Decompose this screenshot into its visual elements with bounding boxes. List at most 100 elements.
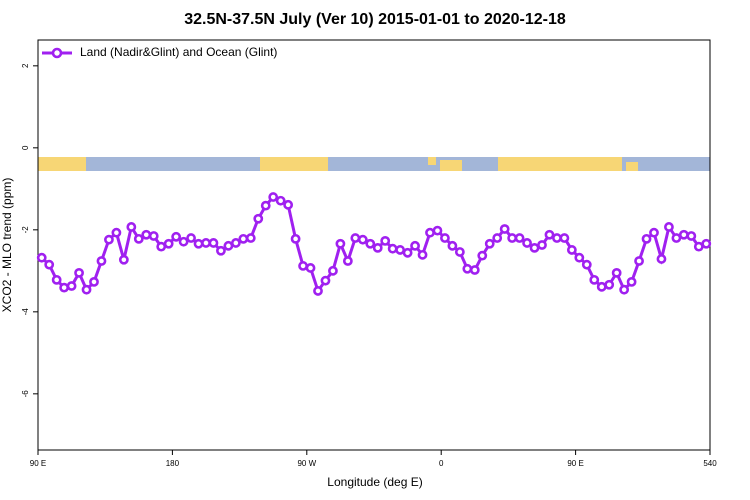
data-point	[372, 242, 383, 253]
data-point	[634, 256, 644, 266]
data-point	[574, 252, 585, 263]
y-tick-label: -2	[21, 226, 30, 234]
data-point	[74, 267, 84, 278]
data-point	[581, 259, 592, 270]
data-point	[178, 236, 189, 247]
data-point	[89, 276, 99, 287]
data-point	[626, 276, 637, 287]
data-point	[283, 199, 294, 210]
data-point	[186, 233, 196, 243]
data-point	[529, 242, 540, 253]
land-ocean-strip	[38, 157, 710, 171]
x-axis-label: Longitude (deg E)	[327, 475, 422, 489]
data-point	[492, 233, 503, 243]
data-point	[320, 275, 331, 286]
data-point	[298, 261, 308, 271]
data-point	[589, 274, 600, 285]
data-point	[216, 245, 226, 256]
data-point	[552, 233, 562, 243]
data-point	[596, 281, 607, 292]
data-point	[417, 249, 428, 260]
legend-label: Land (Nadir&Glint) and Ocean (Glint)	[80, 45, 277, 59]
data-point	[193, 238, 204, 249]
data-point	[469, 265, 480, 275]
data-point	[81, 284, 92, 295]
data-point	[432, 225, 443, 236]
data-point	[126, 222, 137, 232]
data-point	[649, 227, 659, 238]
data-point	[350, 233, 361, 243]
y-tick-label: -4	[21, 308, 30, 316]
data-point	[223, 240, 234, 251]
data-point	[201, 238, 211, 248]
data-point	[342, 256, 353, 266]
data-point	[260, 200, 271, 211]
data-point	[410, 240, 420, 251]
y-tick-label: -6	[21, 390, 30, 398]
data-point	[462, 263, 473, 274]
data-point	[701, 238, 712, 249]
data-point	[447, 240, 458, 251]
data-point	[96, 256, 107, 266]
data-point	[611, 267, 622, 278]
x-tick-label: 540	[703, 459, 717, 468]
data-point	[44, 259, 55, 270]
data-point	[357, 234, 368, 245]
y-axis-label: XCO2 - MLO trend (ppm)	[0, 178, 14, 313]
data-point	[484, 238, 495, 249]
x-tick-label: 90 E	[567, 459, 583, 468]
data-point	[678, 229, 689, 240]
x-tick-label: 90 E	[30, 459, 46, 468]
data-point	[522, 238, 532, 248]
data-point	[641, 233, 652, 244]
data-point	[275, 195, 286, 206]
data-point	[566, 245, 577, 255]
data-point	[537, 240, 547, 250]
data-point	[507, 233, 518, 243]
data-point	[395, 245, 406, 255]
data-point	[499, 224, 510, 234]
data-point	[328, 265, 338, 276]
data-point	[544, 229, 555, 240]
data-point	[163, 238, 174, 249]
data-point	[268, 192, 279, 202]
data-point	[365, 238, 376, 249]
data-point	[664, 222, 674, 232]
data-point	[253, 213, 264, 224]
data-point	[380, 235, 391, 246]
data-point	[245, 233, 256, 243]
legend-marker	[51, 47, 63, 59]
data-point	[514, 233, 525, 243]
data-point	[66, 281, 77, 291]
data-point	[402, 247, 413, 258]
data-point	[171, 231, 182, 242]
y-tick-label: 2	[21, 63, 30, 68]
data-point	[440, 233, 450, 243]
data-point	[104, 234, 114, 245]
data-point	[686, 231, 697, 241]
data-point	[148, 231, 159, 241]
data-point	[559, 233, 570, 243]
data-point	[425, 227, 435, 238]
data-point	[305, 263, 316, 273]
chart-title: 32.5N-37.5N July (Ver 10) 2015-01-01 to …	[184, 11, 566, 28]
x-tick-label: 180	[166, 459, 180, 468]
y-tick-label: 0	[21, 145, 30, 150]
data-point	[335, 238, 346, 249]
data-point	[619, 284, 630, 295]
data-point	[111, 227, 122, 238]
data-point	[604, 279, 615, 290]
x-tick-label: 0	[439, 459, 444, 468]
data-point	[230, 238, 241, 248]
x-tick-label: 90 W	[297, 459, 316, 468]
data-point	[454, 247, 465, 257]
data-point	[51, 274, 62, 285]
data-point	[387, 243, 398, 254]
data-point	[238, 233, 249, 244]
data-point	[477, 250, 488, 261]
data-point	[36, 252, 47, 263]
data-point	[290, 233, 301, 244]
data-point	[671, 233, 682, 243]
data-point	[208, 238, 219, 248]
